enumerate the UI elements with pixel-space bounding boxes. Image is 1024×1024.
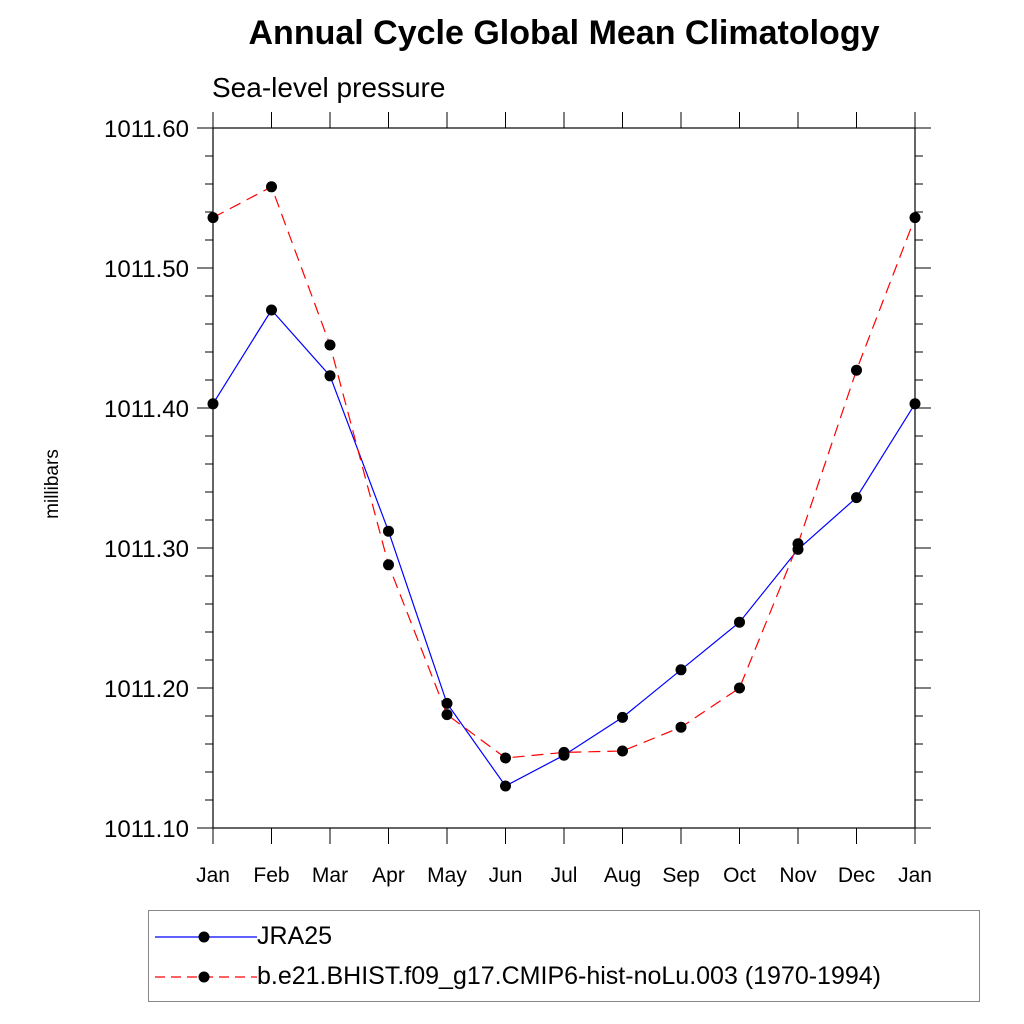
data-point-jra25 bbox=[617, 711, 628, 723]
x-tick-label: Jan bbox=[196, 864, 230, 887]
x-tick-label: Jun bbox=[489, 864, 523, 887]
data-point-model bbox=[909, 212, 921, 224]
data-point-model bbox=[851, 364, 862, 376]
y-tick-label: 1011.10 bbox=[104, 816, 189, 843]
x-tick-label: Feb bbox=[253, 864, 289, 887]
data-point-model bbox=[500, 752, 511, 764]
data-point-model bbox=[617, 745, 628, 757]
x-tick-label: Mar bbox=[312, 864, 348, 887]
data-point-jra25 bbox=[500, 780, 511, 792]
legend-swatch-jra25 bbox=[155, 931, 257, 943]
data-point-jra25 bbox=[909, 398, 921, 410]
x-tick-label: Jul bbox=[551, 864, 578, 887]
x-tick-label: Apr bbox=[372, 864, 405, 887]
plot-frame bbox=[212, 127, 916, 829]
x-tick-label: Jan bbox=[898, 864, 932, 887]
legend-label-jra25: JRA25 bbox=[257, 922, 333, 950]
data-point-model bbox=[558, 746, 570, 758]
x-tick-label: May bbox=[427, 864, 467, 887]
data-point-model bbox=[675, 721, 687, 733]
y-tick-label: 1011.50 bbox=[104, 256, 189, 283]
data-point-jra25 bbox=[441, 697, 453, 709]
data-point-model bbox=[792, 538, 804, 550]
legend-label-model: b.e21.BHIST.f09_g17.CMIP6-hist-noLu.003 … bbox=[257, 962, 881, 990]
data-point-model bbox=[383, 559, 394, 571]
x-tick-label: Aug bbox=[604, 864, 641, 887]
data-point-jra25 bbox=[266, 304, 277, 316]
y-tick-label: 1011.60 bbox=[104, 116, 189, 143]
data-point-model bbox=[266, 181, 277, 193]
data-point-jra25 bbox=[734, 616, 745, 628]
data-point-model bbox=[324, 339, 336, 351]
data-point-jra25 bbox=[383, 525, 394, 537]
data-point-model bbox=[734, 682, 745, 694]
data-point-jra25 bbox=[851, 492, 862, 504]
chart-title: Annual Cycle Global Mean Climatology bbox=[248, 14, 880, 52]
data-point-jra25 bbox=[324, 370, 336, 382]
legend-swatch-model bbox=[155, 971, 257, 983]
x-tick-label: Nov bbox=[779, 864, 817, 887]
x-tick-label: Dec bbox=[838, 864, 875, 887]
line-chart: 1011.10 1011.20 1011.30 1011.40 1011.50 1011.… bbox=[42, 112, 932, 887]
y-axis-label: millibars bbox=[42, 449, 63, 519]
series-line-jra25 bbox=[212, 309, 916, 787]
data-point-model bbox=[441, 709, 453, 721]
data-point-jra25 bbox=[675, 664, 687, 676]
y-tick-label: 1011.20 bbox=[104, 676, 189, 703]
x-tick-label: Oct bbox=[723, 864, 756, 887]
y-tick-label: 1011.30 bbox=[104, 536, 189, 563]
legend: JRA25 b.e21.BHIST.f09_g17.CMIP6-hist-noL… bbox=[148, 910, 980, 1002]
series-line-model bbox=[212, 185, 916, 759]
data-point-model bbox=[207, 212, 219, 224]
y-tick-label: 1011.40 bbox=[104, 396, 189, 423]
x-tick-label: Sep bbox=[662, 864, 699, 887]
data-point-jra25 bbox=[207, 398, 219, 410]
chart-subtitle: Sea-level pressure bbox=[212, 72, 446, 103]
